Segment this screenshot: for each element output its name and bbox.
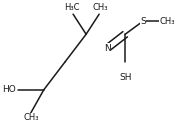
Text: HO: HO: [2, 85, 16, 94]
Text: H₃C: H₃C: [65, 3, 80, 12]
Text: CH₃: CH₃: [23, 113, 39, 122]
Text: N: N: [104, 44, 111, 53]
Text: S: S: [140, 17, 146, 26]
Text: CH₃: CH₃: [92, 3, 108, 12]
Text: SH: SH: [119, 73, 132, 82]
Text: CH₃: CH₃: [159, 17, 175, 26]
